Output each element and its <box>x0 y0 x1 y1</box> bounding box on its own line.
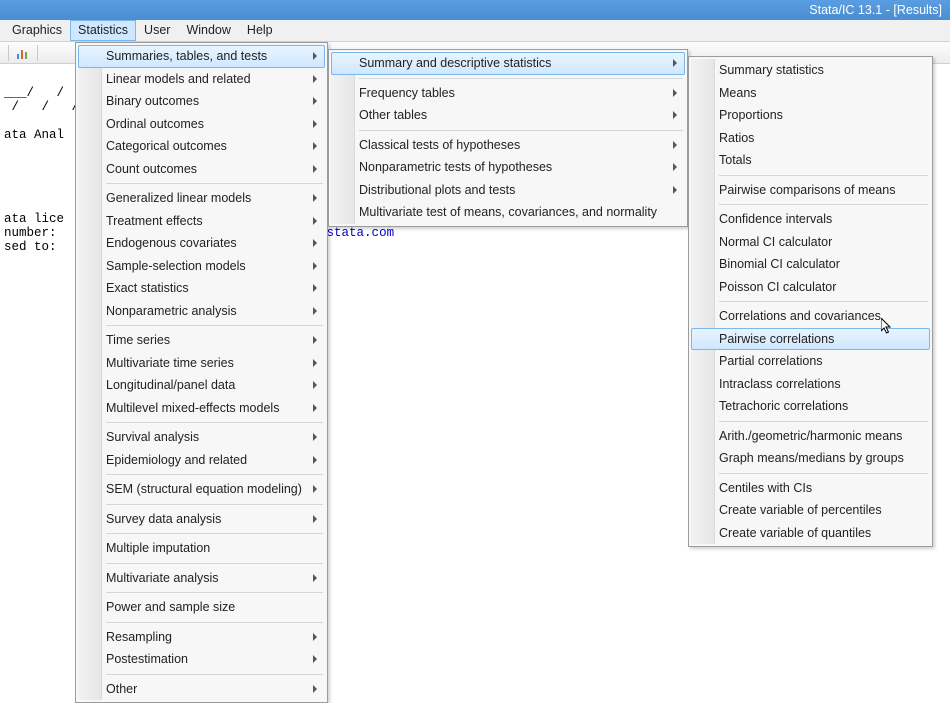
menu-item[interactable]: Other tables <box>331 104 685 127</box>
menu-item[interactable]: Ordinal outcomes <box>78 113 325 136</box>
menu-item[interactable]: Nonparametric tests of hypotheses <box>331 156 685 179</box>
menu-item[interactable]: Distributional plots and tests <box>331 179 685 202</box>
descriptive-submenu: Summary statisticsMeansProportionsRatios… <box>688 56 933 547</box>
menu-item[interactable]: Arith./geometric/harmonic means <box>691 425 930 448</box>
menu-item[interactable]: Centiles with CIs <box>691 477 930 500</box>
menu-item[interactable]: Ratios <box>691 127 930 150</box>
menu-separator <box>106 674 323 675</box>
menu-item[interactable]: Frequency tables <box>331 82 685 105</box>
menu-item[interactable]: Survey data analysis <box>78 508 325 531</box>
menu-item[interactable]: Partial correlations <box>691 350 930 373</box>
menu-item[interactable]: Classical tests of hypotheses <box>331 134 685 157</box>
results-text: sed to: <box>4 240 57 254</box>
menu-item[interactable]: SEM (structural equation modeling) <box>78 478 325 501</box>
menu-item[interactable]: Poisson CI calculator <box>691 276 930 299</box>
menu-item[interactable]: Summary and descriptive statistics <box>331 52 685 75</box>
menu-bar: GraphicsStatisticsUserWindowHelp <box>0 20 950 42</box>
menu-item[interactable]: Multivariate test of means, covariances,… <box>331 201 685 224</box>
menu-item[interactable]: Power and sample size <box>78 596 325 619</box>
menu-separator <box>719 175 928 176</box>
menu-item[interactable]: Categorical outcomes <box>78 135 325 158</box>
menu-item[interactable]: Multilevel mixed-effects models <box>78 397 325 420</box>
menu-separator <box>719 301 928 302</box>
menu-item[interactable]: Create variable of percentiles <box>691 499 930 522</box>
menu-item[interactable]: Survival analysis <box>78 426 325 449</box>
summaries-submenu: Summary and descriptive statistics Freque… <box>328 49 688 227</box>
window-title: Stata/IC 13.1 - [Results] <box>809 3 942 17</box>
menu-graphics[interactable]: Graphics <box>4 20 70 41</box>
menu-item[interactable]: Binary outcomes <box>78 90 325 113</box>
menu-item[interactable]: Tetrachoric correlations <box>691 395 930 418</box>
menu-item[interactable]: Exact statistics <box>78 277 325 300</box>
menu-item[interactable]: Confidence intervals <box>691 208 930 231</box>
menu-help[interactable]: Help <box>239 20 281 41</box>
menu-item[interactable]: Time series <box>78 329 325 352</box>
menu-item[interactable]: Create variable of quantiles <box>691 522 930 545</box>
menu-separator <box>719 473 928 474</box>
menu-separator <box>106 563 323 564</box>
menu-item[interactable]: Postestimation <box>78 648 325 671</box>
menu-item[interactable]: Summary statistics <box>691 59 930 82</box>
menu-separator <box>106 183 323 184</box>
menu-item[interactable]: Count outcomes <box>78 158 325 181</box>
menu-item[interactable]: Means <box>691 82 930 105</box>
menu-separator <box>719 204 928 205</box>
menu-separator <box>106 474 323 475</box>
menu-item[interactable]: Generalized linear models <box>78 187 325 210</box>
menu-item[interactable]: Nonparametric analysis <box>78 300 325 323</box>
menu-item[interactable]: Epidemiology and related <box>78 449 325 472</box>
menu-item[interactable]: Multivariate time series <box>78 352 325 375</box>
menu-item[interactable]: Proportions <box>691 104 930 127</box>
menu-item[interactable]: Longitudinal/panel data <box>78 374 325 397</box>
menu-separator <box>106 533 323 534</box>
menu-separator <box>106 504 323 505</box>
menu-item[interactable]: Other <box>78 678 325 701</box>
menu-item[interactable]: Correlations and covariances <box>691 305 930 328</box>
menu-item[interactable]: Summaries, tables, and tests <box>78 45 325 68</box>
statistics-menu: Summaries, tables, and testsLinear model… <box>75 42 328 703</box>
menu-separator <box>106 622 323 623</box>
chart-icon[interactable] <box>15 45 31 61</box>
menu-user[interactable]: User <box>136 20 178 41</box>
menu-item[interactable]: Endogenous covariates <box>78 232 325 255</box>
toolbar-separator <box>8 45 9 61</box>
menu-item[interactable]: Multiple imputation <box>78 537 325 560</box>
title-bar: Stata/IC 13.1 - [Results] <box>0 0 950 20</box>
menu-separator <box>359 78 683 79</box>
menu-separator <box>106 325 323 326</box>
menu-separator <box>106 422 323 423</box>
menu-item[interactable]: Pairwise comparisons of means <box>691 179 930 202</box>
menu-item[interactable]: Pairwise correlations <box>691 328 930 351</box>
menu-separator <box>106 592 323 593</box>
menu-item[interactable]: Treatment effects <box>78 210 325 233</box>
menu-item[interactable]: Intraclass correlations <box>691 373 930 396</box>
menu-item[interactable]: Binomial CI calculator <box>691 253 930 276</box>
menu-separator <box>719 421 928 422</box>
menu-item[interactable]: Graph means/medians by groups <box>691 447 930 470</box>
menu-item[interactable]: Normal CI calculator <box>691 231 930 254</box>
menu-item[interactable]: Linear models and related <box>78 68 325 91</box>
menu-statistics[interactable]: Statistics <box>70 20 136 41</box>
results-text: ata Anal <box>4 128 64 142</box>
menu-item[interactable]: Resampling <box>78 626 325 649</box>
menu-item[interactable]: Totals <box>691 149 930 172</box>
menu-separator <box>359 130 683 131</box>
menu-item[interactable]: Sample-selection models <box>78 255 325 278</box>
menu-window[interactable]: Window <box>178 20 238 41</box>
toolbar-separator <box>37 45 38 61</box>
menu-item[interactable]: Multivariate analysis <box>78 567 325 590</box>
